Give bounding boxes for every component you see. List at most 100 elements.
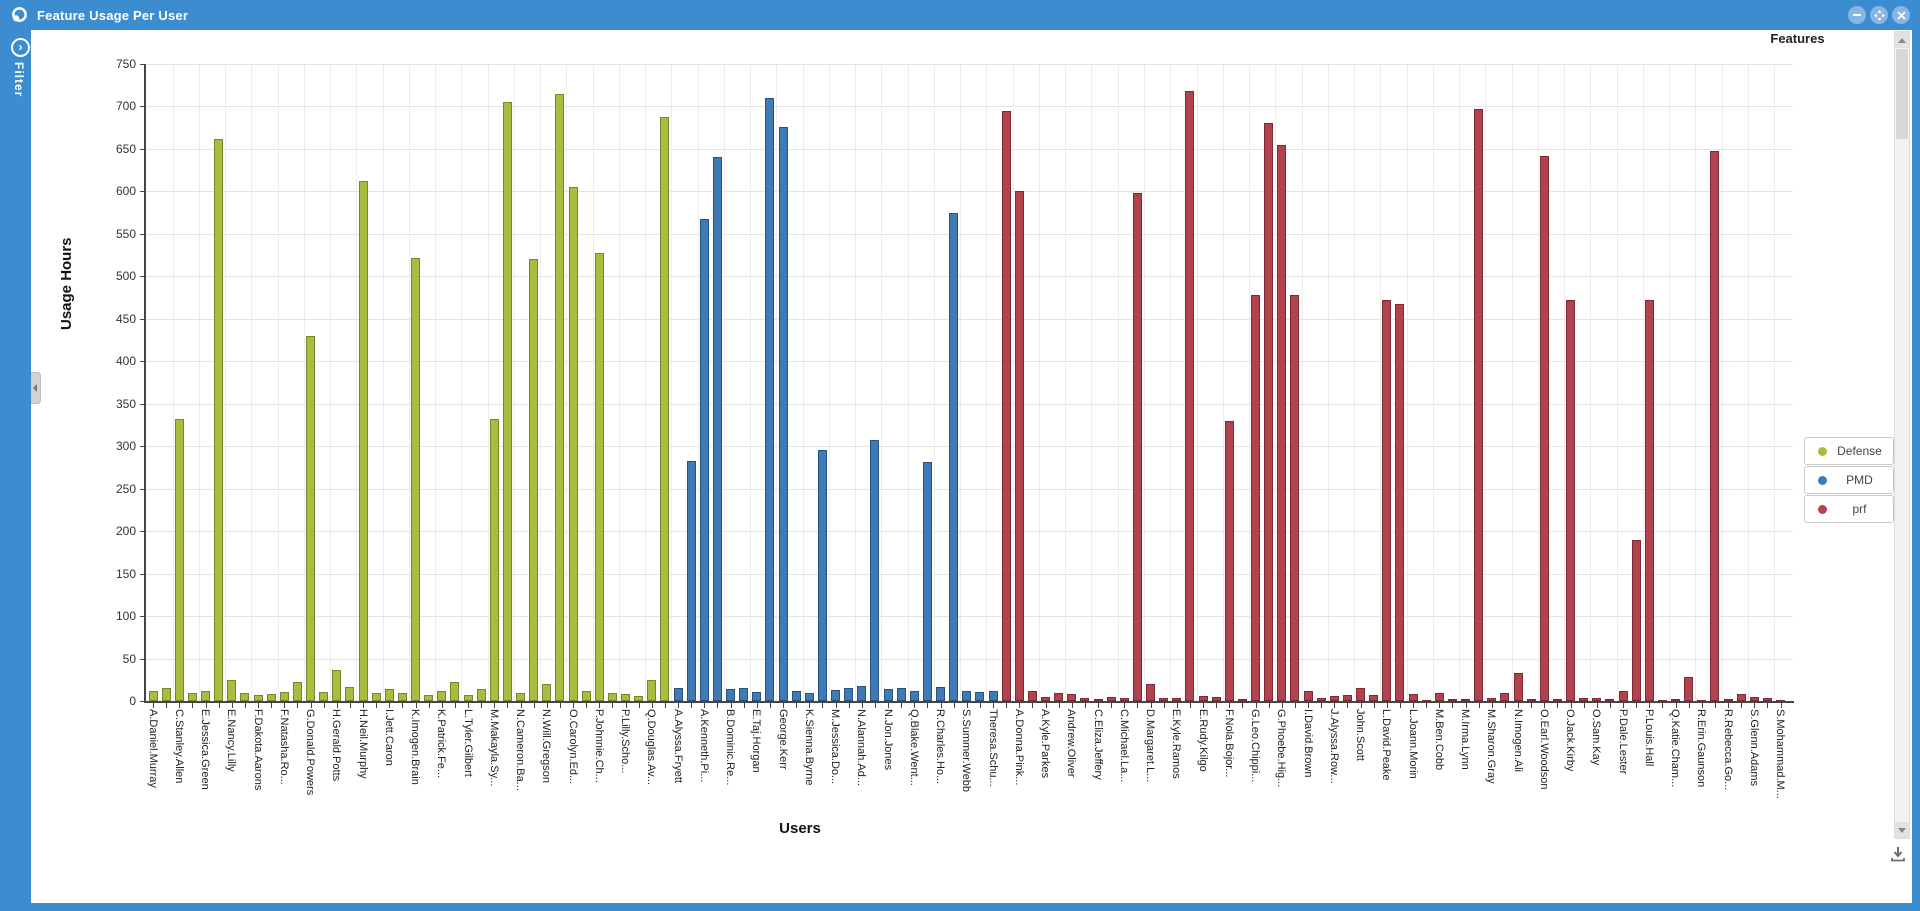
bar[interactable] (581, 690, 591, 701)
bar[interactable] (1434, 692, 1444, 701)
bar[interactable] (1251, 295, 1261, 701)
bar[interactable] (1277, 144, 1287, 701)
bar[interactable] (804, 692, 814, 701)
bar[interactable] (1369, 695, 1379, 701)
bar[interactable] (831, 689, 841, 701)
bar[interactable] (988, 690, 998, 701)
scrollbar-up-arrow[interactable] (1895, 32, 1909, 48)
bar[interactable] (1211, 696, 1221, 701)
bar[interactable] (975, 691, 985, 701)
bar[interactable] (463, 695, 473, 701)
bar[interactable] (778, 126, 788, 701)
bar[interactable] (240, 693, 250, 701)
bar[interactable] (148, 690, 158, 701)
bar[interactable] (607, 693, 617, 701)
scrollbar-thumb[interactable] (1896, 49, 1908, 139)
bar[interactable] (1356, 688, 1366, 701)
bar[interactable] (1382, 300, 1392, 701)
bar[interactable] (253, 695, 263, 701)
bar[interactable] (673, 688, 683, 701)
bar[interactable] (634, 695, 644, 701)
bar[interactable] (1671, 699, 1681, 702)
bar[interactable] (1001, 110, 1011, 701)
bar[interactable] (1054, 692, 1064, 701)
bar[interactable] (752, 691, 762, 701)
bar[interactable] (962, 690, 972, 701)
bar[interactable] (529, 259, 539, 701)
bar[interactable] (1697, 700, 1707, 702)
bar[interactable] (1605, 699, 1615, 702)
legend-item-pmd[interactable]: PMD (1804, 466, 1894, 494)
bar[interactable] (1762, 698, 1772, 701)
bar[interactable] (936, 686, 946, 701)
bar[interactable] (266, 694, 276, 701)
bar[interactable] (896, 688, 906, 701)
bar[interactable] (726, 689, 736, 701)
legend-item-prf[interactable]: prf (1804, 495, 1894, 523)
bar[interactable] (542, 684, 552, 701)
bar[interactable] (1342, 695, 1352, 701)
bar[interactable] (1224, 420, 1234, 701)
bar[interactable] (712, 157, 722, 701)
bar[interactable] (279, 691, 289, 701)
scrollbar-down-arrow[interactable] (1895, 822, 1909, 838)
bar[interactable] (1395, 303, 1405, 701)
bar[interactable] (1329, 695, 1339, 701)
bar[interactable] (358, 181, 368, 701)
bar[interactable] (306, 335, 315, 701)
bar[interactable] (621, 694, 631, 701)
bar[interactable] (949, 212, 959, 701)
bar[interactable] (1579, 698, 1589, 701)
bar[interactable] (1119, 697, 1129, 701)
bar[interactable] (1290, 295, 1300, 701)
download-chart-button[interactable] (1886, 842, 1910, 866)
bar[interactable] (699, 218, 709, 701)
bar[interactable] (870, 440, 880, 701)
bar[interactable] (437, 690, 447, 701)
bar[interactable] (686, 461, 696, 701)
bar[interactable] (384, 689, 394, 701)
bar[interactable] (174, 419, 184, 701)
bar[interactable] (1408, 694, 1418, 701)
bar[interactable] (1132, 193, 1142, 701)
bar[interactable] (1106, 696, 1116, 701)
bar[interactable] (1644, 300, 1654, 701)
bar[interactable] (1172, 697, 1182, 701)
bar[interactable] (292, 682, 302, 701)
bar[interactable] (555, 93, 565, 701)
bar[interactable] (161, 688, 171, 701)
bar[interactable] (201, 690, 210, 701)
bar[interactable] (857, 685, 867, 701)
legend-item-defense[interactable]: Defense (1804, 437, 1894, 465)
bar[interactable] (1185, 91, 1195, 701)
bar[interactable] (227, 679, 237, 701)
bar[interactable] (765, 97, 775, 701)
bar[interactable] (332, 669, 342, 701)
bar[interactable] (1539, 155, 1549, 701)
bar[interactable] (1631, 539, 1641, 701)
bar[interactable] (489, 419, 499, 701)
bar[interactable] (1526, 699, 1536, 702)
bar[interactable] (1736, 694, 1746, 701)
bar[interactable] (476, 689, 486, 701)
bar[interactable] (1500, 692, 1510, 701)
maximize-button[interactable] (1870, 6, 1888, 24)
bar[interactable] (1041, 696, 1051, 701)
features-scrollbar[interactable] (1894, 31, 1910, 839)
bar[interactable] (909, 690, 919, 701)
bar[interactable] (844, 688, 854, 701)
bar[interactable] (1749, 696, 1759, 701)
bar[interactable] (1027, 690, 1037, 701)
bar[interactable] (1093, 699, 1103, 702)
bar[interactable] (1566, 300, 1576, 701)
bar[interactable] (739, 688, 749, 701)
bar[interactable] (319, 691, 329, 701)
bar[interactable] (1303, 690, 1313, 701)
bar[interactable] (371, 692, 381, 701)
bar[interactable] (594, 253, 604, 701)
bar[interactable] (1014, 191, 1024, 701)
bar[interactable] (817, 449, 827, 701)
bar[interactable] (411, 257, 421, 701)
bar[interactable] (1618, 690, 1628, 701)
bar[interactable] (883, 689, 893, 701)
